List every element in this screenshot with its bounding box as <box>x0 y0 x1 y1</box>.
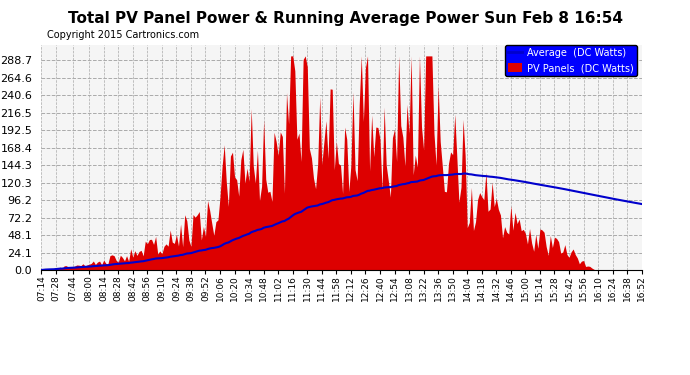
Legend: Average  (DC Watts), PV Panels  (DC Watts): Average (DC Watts), PV Panels (DC Watts) <box>505 45 637 76</box>
Text: Copyright 2015 Cartronics.com: Copyright 2015 Cartronics.com <box>48 30 199 40</box>
Text: Total PV Panel Power & Running Average Power Sun Feb 8 16:54: Total PV Panel Power & Running Average P… <box>68 11 622 26</box>
